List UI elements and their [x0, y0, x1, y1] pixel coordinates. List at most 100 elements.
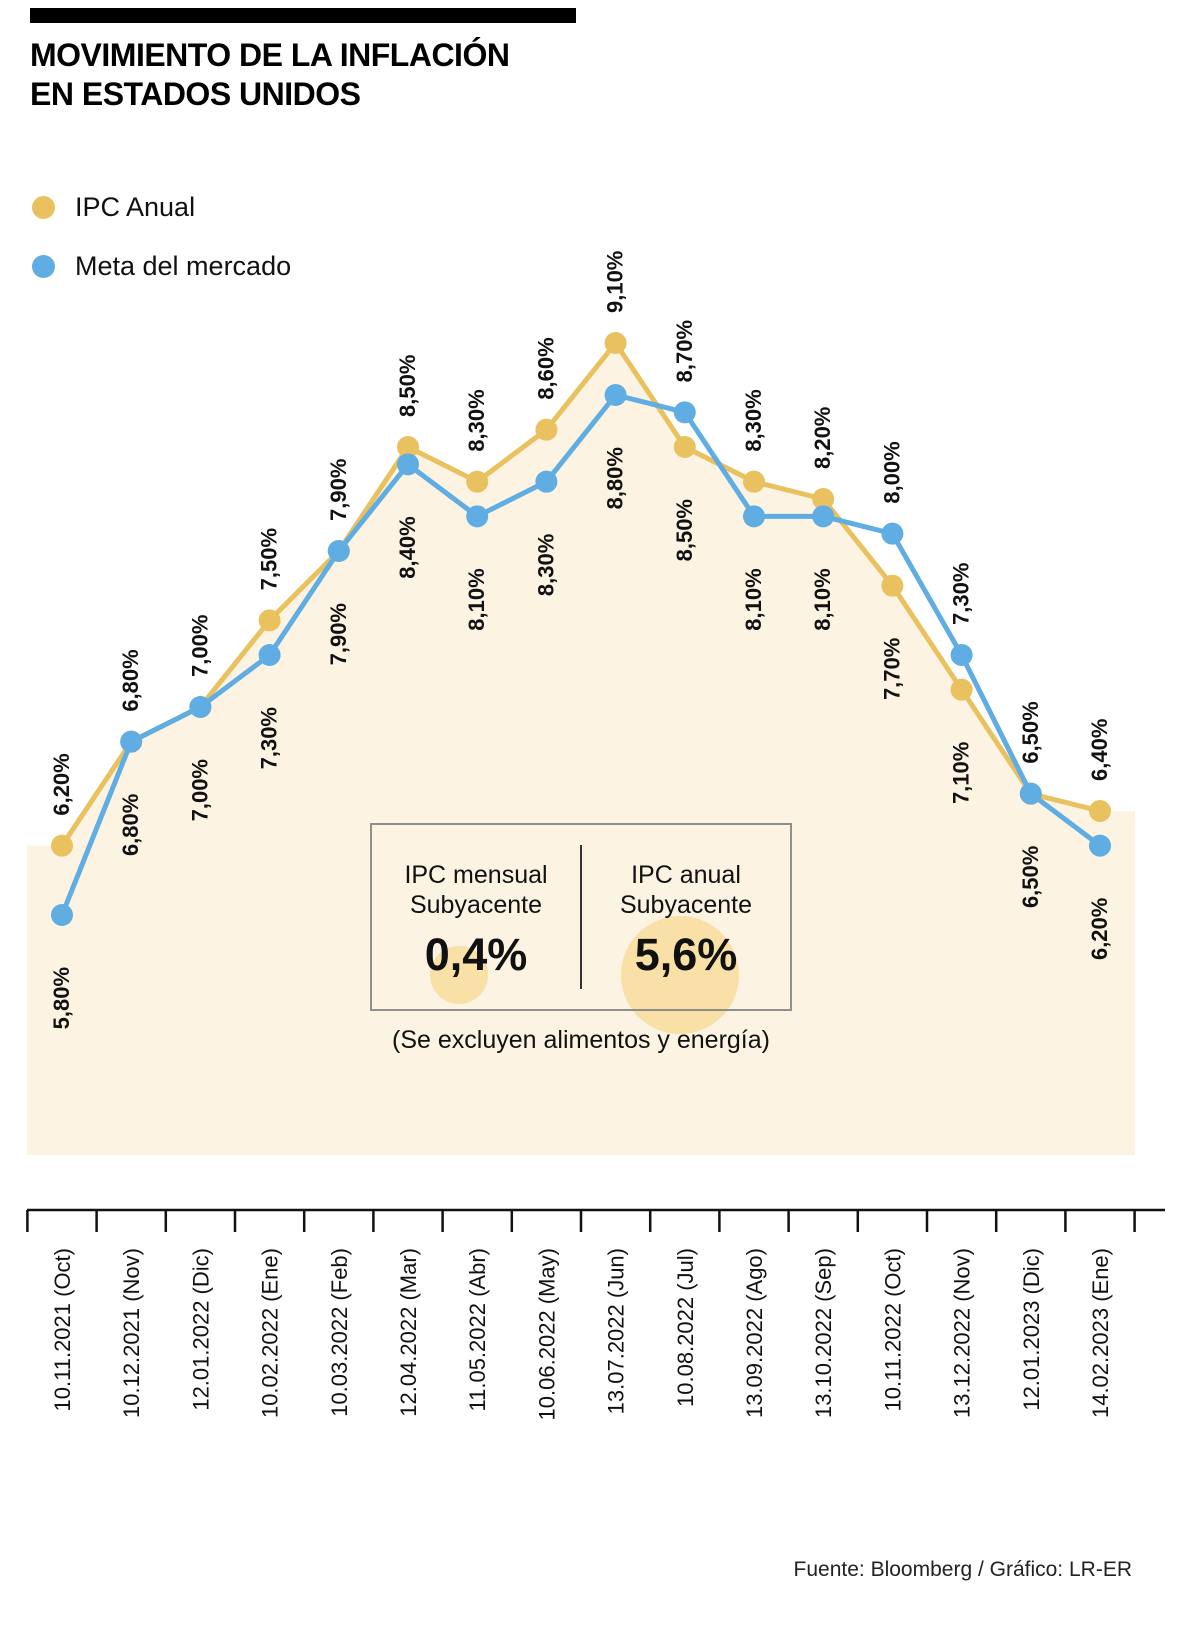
data-point-series-1 — [120, 730, 143, 753]
title-accent-bar — [30, 8, 576, 23]
data-point-series-0 — [466, 470, 489, 493]
data-point-series-1 — [1089, 834, 1111, 857]
value-label-lower: 8,50% — [672, 499, 697, 561]
x-axis-label: 13.09.2022 (Ago) — [742, 1248, 767, 1418]
x-axis-label: 10.12.2021 (Nov) — [119, 1248, 144, 1418]
highlight-circle-annual — [621, 916, 739, 1034]
legend-dot-icon — [32, 255, 55, 278]
x-axis-label: 10.02.2022 (Ene) — [258, 1248, 283, 1418]
core-inflation-box: IPC mensual Subyacente 0,4% IPC anual Su… — [370, 823, 792, 1011]
title-line-2: EN ESTADOS UNIDOS — [30, 76, 361, 113]
value-label-lower: 7,10% — [949, 742, 974, 804]
value-label-lower: 8,30% — [533, 534, 558, 596]
value-label-upper: 7,00% — [187, 615, 212, 677]
data-point-series-1 — [1019, 782, 1042, 805]
legend-label-meta-mercado: Meta del mercado — [75, 251, 292, 281]
value-label-lower: 7,70% — [879, 638, 904, 700]
x-axis-label: 11.05.2022 (Abr) — [465, 1248, 490, 1411]
data-point-series-1 — [535, 470, 558, 493]
legend-item-ipc-anual: IPC Anual — [32, 192, 291, 223]
value-label-upper: 8,30% — [464, 389, 489, 451]
highlight-circle-monthly — [430, 946, 488, 1004]
data-point-series-1 — [397, 453, 419, 476]
source-credit: Fuente: Bloomberg / Gráfico: LR-ER — [793, 1558, 1132, 1581]
value-label-upper: 7,30% — [949, 563, 974, 625]
value-label-lower: 7,30% — [257, 707, 282, 769]
value-label-lower: 6,80% — [118, 794, 143, 856]
core-monthly-cell: IPC mensual Subyacente 0,4% — [372, 825, 580, 1009]
chart-legend: IPC Anual Meta del mercado — [32, 192, 291, 310]
value-label-lower: 6,20% — [1087, 898, 1112, 960]
data-point-series-1 — [812, 505, 835, 528]
value-label-lower: 5,80% — [49, 967, 74, 1029]
value-label-upper: 7,90% — [326, 459, 351, 521]
value-label-lower: 8,80% — [603, 447, 628, 509]
infobox-divider — [580, 845, 582, 989]
data-point-series-0 — [258, 609, 281, 632]
core-monthly-value: 0,4% — [424, 928, 528, 980]
x-axis-label: 12.01.2023 (Dic) — [1019, 1248, 1044, 1411]
data-point-series-1 — [950, 643, 973, 666]
value-label-upper: 8,50% — [395, 355, 420, 417]
x-axis-label: 10.03.2022 (Feb) — [327, 1248, 352, 1417]
value-label-upper: 8,00% — [879, 441, 904, 503]
x-axis-label: 10.11.2021 (Oct) — [50, 1248, 75, 1411]
page-title: MOVIMIENTO DE LA INFLACIÓN EN ESTADOS UN… — [30, 36, 510, 114]
legend-dot-icon — [32, 196, 55, 219]
value-label-upper: 8,30% — [741, 389, 766, 451]
core-monthly-label-line1: IPC mensual — [404, 860, 548, 889]
core-monthly-label-line2: Subyacente — [409, 891, 543, 919]
value-label-upper: 7,50% — [257, 528, 282, 590]
x-axis-label: 13.10.2022 (Sep) — [811, 1248, 836, 1418]
data-point-series-0 — [673, 435, 696, 458]
core-annual-label: IPC anual Subyacente — [620, 860, 752, 921]
data-point-series-0 — [743, 470, 765, 493]
data-point-series-1 — [258, 643, 281, 666]
value-label-lower: 7,00% — [187, 759, 212, 821]
value-label-lower: 8,10% — [464, 568, 489, 630]
value-label-upper: 9,10% — [603, 251, 628, 313]
x-axis-label: 10.11.2022 (Oct) — [880, 1248, 905, 1411]
data-point-series-0 — [397, 435, 419, 458]
core-monthly-label: IPC mensual Subyacente — [404, 860, 547, 921]
data-point-series-0 — [604, 332, 627, 354]
value-label-lower: 8,10% — [741, 568, 766, 630]
x-axis-label: 10.08.2022 (Jul) — [673, 1248, 698, 1407]
series-line-1 — [59, 392, 1103, 918]
x-axis-label: 13.12.2022 (Nov) — [950, 1248, 975, 1418]
value-label-lower: 7,90% — [326, 603, 351, 665]
title-line-1: MOVIMIENTO DE LA INFLACIÓN — [30, 37, 510, 73]
series-line-0 — [59, 340, 1103, 849]
data-point-series-1 — [466, 505, 489, 528]
legend-item-meta-mercado: Meta del mercado — [32, 251, 291, 282]
data-point-series-1 — [327, 539, 350, 562]
x-axis-label: 13.07.2022 (Jun) — [604, 1248, 629, 1414]
data-point-series-0 — [51, 834, 73, 857]
value-label-lower: 8,10% — [810, 568, 835, 630]
data-point-series-0 — [1089, 799, 1111, 822]
data-point-series-0 — [535, 418, 558, 441]
x-axis-label: 12.01.2022 (Dic) — [188, 1248, 213, 1411]
data-point-series-1 — [51, 903, 73, 926]
data-point-series-1 — [604, 383, 627, 406]
value-label-upper: 8,70% — [672, 320, 697, 382]
core-annual-label-line2: Subyacente — [619, 891, 753, 919]
data-point-series-0 — [812, 487, 835, 510]
legend-label-ipc-anual: IPC Anual — [75, 192, 196, 222]
value-label-lower: 8,40% — [395, 516, 420, 578]
value-label-upper: 6,80% — [118, 649, 143, 711]
data-point-series-1 — [743, 505, 765, 528]
value-label-upper: 6,20% — [49, 753, 74, 815]
value-label-upper: 6,50% — [1018, 701, 1043, 763]
data-point-series-1 — [189, 695, 212, 718]
x-axis-label: 10.06.2022 (May) — [534, 1248, 559, 1420]
x-axis-label: 12.04.2022 (Mar) — [396, 1248, 421, 1417]
core-annual-value: 5,6% — [634, 928, 738, 980]
data-point-series-0 — [950, 678, 973, 701]
value-label-lower: 6,50% — [1018, 846, 1043, 908]
data-point-series-1 — [881, 522, 904, 545]
x-axis-label: 14.02.2023 (Ene) — [1088, 1248, 1113, 1418]
core-annual-cell: IPC anual Subyacente 5,6% — [582, 825, 790, 1009]
